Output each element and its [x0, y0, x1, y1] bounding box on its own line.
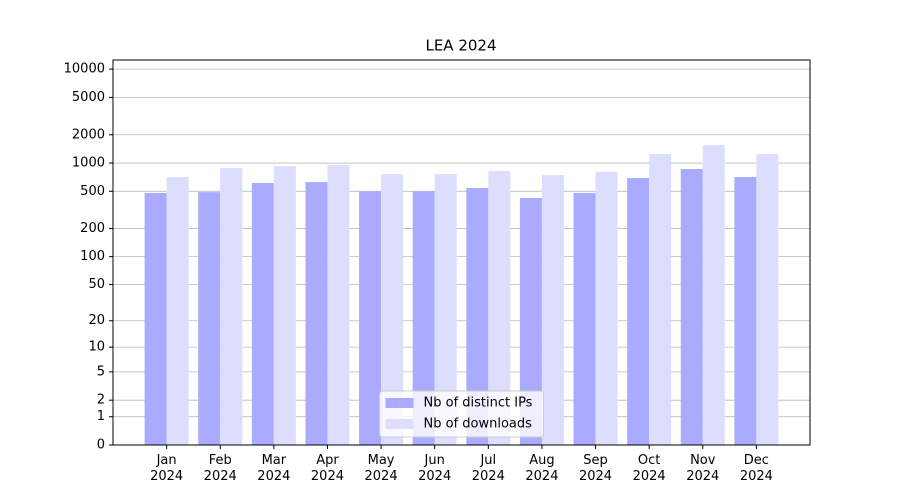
legend: Nb of distinct IPs Nb of downloads [379, 390, 544, 438]
legend-label: Nb of downloads [424, 417, 533, 432]
bar [519, 198, 542, 445]
x-tick-label: Sep 2024 [578, 453, 613, 484]
bar [649, 154, 672, 445]
x-tick-label: Jul 2024 [471, 453, 505, 484]
bar [702, 145, 725, 445]
x-tick-label: Dec 2024 [739, 453, 773, 484]
y-tick-label: 10 [88, 340, 105, 355]
bar [166, 177, 189, 445]
x-tick-label: May 2024 [364, 453, 398, 484]
legend-swatch [385, 419, 414, 429]
y-tick-label: 20 [88, 313, 105, 328]
y-tick-label: 2000 [72, 127, 105, 142]
chart-title: LEA 2024 [425, 37, 496, 55]
x-tick-label: Jun 2024 [418, 453, 452, 484]
y-tick-label: 2 [97, 393, 105, 408]
x-tick-label: Oct 2024 [632, 453, 666, 484]
x-tick-label: Aug 2024 [525, 453, 559, 484]
x-tick-label: Jan 2024 [150, 453, 184, 484]
y-tick-label: 50 [88, 277, 105, 292]
legend-swatch [385, 398, 414, 408]
y-tick-label: 100 [80, 249, 105, 264]
x-tick-label: Mar 2024 [257, 453, 291, 484]
bar [595, 171, 618, 446]
bar [573, 192, 596, 445]
bar [273, 166, 296, 445]
bar [734, 177, 757, 445]
y-tick-label: 1 [97, 409, 105, 424]
legend-box [379, 390, 544, 438]
bar [434, 174, 457, 445]
bar [488, 171, 511, 445]
x-tick-label: Feb 2024 [203, 453, 237, 484]
bar [327, 165, 350, 445]
y-tick-label: 200 [80, 221, 105, 236]
x-tick-label: Nov 2024 [686, 453, 720, 484]
y-tick-label: 1000 [72, 156, 105, 171]
y-tick-label: 5000 [72, 90, 105, 105]
bars [144, 145, 779, 446]
bar [680, 169, 703, 445]
y-tick-label: 500 [80, 184, 105, 199]
bar [466, 188, 489, 445]
bar [359, 191, 382, 445]
legend-label: Nb of distinct IPs [424, 396, 533, 411]
x-tick-label: Apr 2024 [310, 453, 344, 484]
bar [220, 168, 243, 445]
y-tick-label: 5 [97, 364, 105, 379]
bar [627, 178, 650, 445]
bar [251, 182, 274, 445]
plot-frame [112, 59, 811, 446]
bar [541, 175, 564, 445]
bar [198, 192, 221, 445]
y-tick-label: 10000 [64, 62, 105, 77]
bar [381, 174, 404, 445]
bar [756, 154, 779, 445]
bar [412, 191, 435, 445]
bar [144, 192, 167, 445]
bar [305, 182, 328, 445]
y-tick-label: 0 [97, 438, 105, 453]
